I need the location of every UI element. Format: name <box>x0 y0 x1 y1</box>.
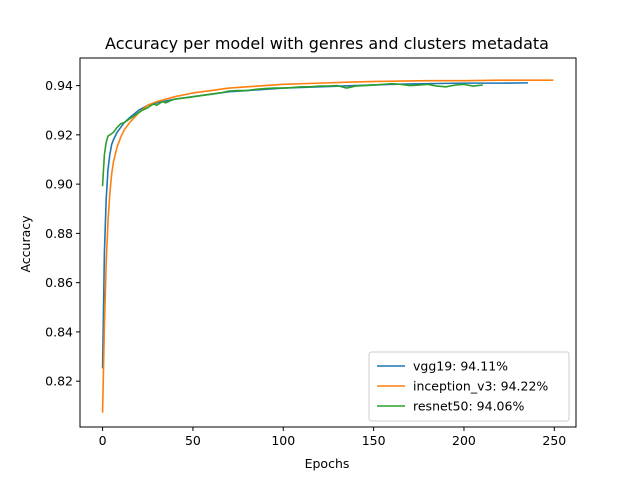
x-tick-label: 200 <box>452 433 476 448</box>
plot-area <box>79 57 577 428</box>
legend-box <box>368 351 570 422</box>
x-tick-label: 150 <box>362 433 386 448</box>
x-axis-label: Epochs <box>305 456 350 471</box>
series-line-0 <box>101 82 529 369</box>
x-axis: 0 50 100 150 200 250 <box>99 427 566 448</box>
legend-label-1: inception_v3: 94.22% <box>413 379 548 394</box>
y-tick-label: 0.82 <box>45 374 73 389</box>
series-line-2 <box>101 82 483 187</box>
legend-label-0: vgg19: 94.11% <box>413 359 508 374</box>
legend: vgg19: 94.11% inception_v3: 94.22% resnet5… <box>368 351 570 422</box>
y-axis: 0.82 0.84 0.86 0.88 0.90 0.92 0.94 <box>45 78 80 389</box>
y-tick-label: 0.84 <box>45 324 73 339</box>
y-tick-label: 0.92 <box>45 127 73 142</box>
x-tick-label: 50 <box>185 433 201 448</box>
chart-title: Accuracy per model with genres and clust… <box>105 34 549 53</box>
y-tick-label: 0.94 <box>45 78 73 93</box>
y-axis-label: Accuracy <box>18 215 33 273</box>
x-tick-label: 0 <box>99 433 107 448</box>
x-tick-label: 250 <box>542 433 566 448</box>
plot-frame <box>79 57 577 428</box>
y-tick-label: 0.86 <box>45 275 73 290</box>
legend-label-2: resnet50: 94.06% <box>413 399 524 414</box>
y-tick-label: 0.90 <box>45 177 73 192</box>
series-line-1 <box>101 79 554 413</box>
y-tick-label: 0.88 <box>45 226 73 241</box>
x-tick-label: 100 <box>271 433 295 448</box>
